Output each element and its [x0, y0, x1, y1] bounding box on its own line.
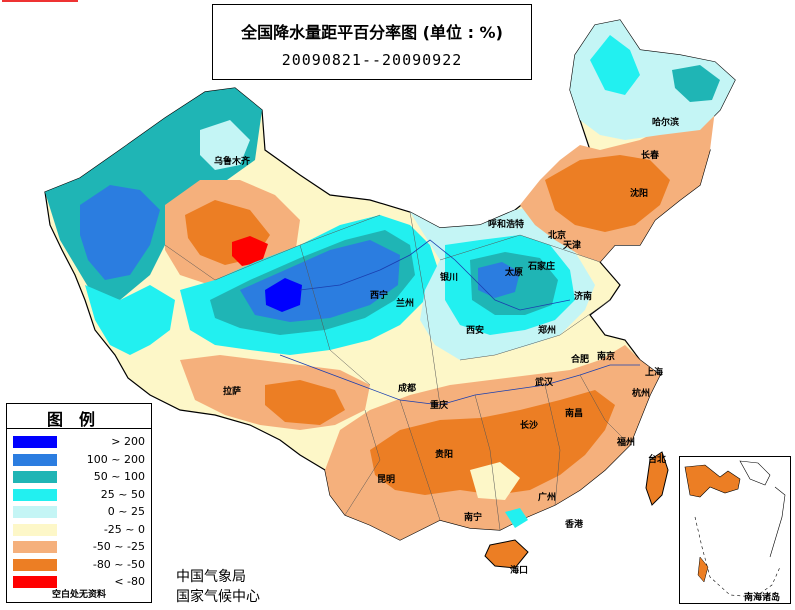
legend-label: 0 ~ 25 [107, 505, 145, 518]
city-chongqing: 重庆 [430, 401, 449, 411]
region-neg80-neg50-northeast [545, 155, 670, 232]
legend-label: 25 ~ 50 [100, 487, 145, 501]
agency-ncc: 国家气候中心 [176, 589, 260, 605]
city-chengdu: 成都 [398, 384, 417, 394]
legend-item: 25 ~ 50 [13, 487, 147, 501]
city-hangzhou: 杭州 [632, 389, 651, 399]
city-guiyang: 贵阳 [435, 450, 454, 460]
city-guangzhou: 广州 [538, 493, 557, 503]
legend-swatch [13, 506, 57, 518]
region-neg80-neg50-south [370, 390, 615, 495]
city-beijing: 北京 [548, 231, 567, 241]
city-nanning: 南宁 [464, 513, 483, 523]
region-neg80-neg50-tibet [265, 380, 345, 425]
agency-cma: 中国气象局 [176, 569, 246, 585]
city-lanzhou: 兰州 [396, 299, 415, 309]
legend-item: -80 ~ -50 [13, 557, 147, 571]
legend-swatch [13, 541, 57, 553]
city-changchun: 长春 [641, 151, 660, 161]
city-xining: 西宁 [370, 291, 389, 301]
legend-swatch [13, 558, 57, 571]
city-haerbin: 哈尔滨 [652, 118, 680, 128]
legend-note: 空白处无资料 [51, 590, 106, 600]
region-25-50-xinjiang [85, 285, 175, 355]
city-jinan: 济南 [574, 292, 593, 302]
city-fuzhou: 福州 [617, 438, 636, 448]
city-xianggang: 香港 [565, 520, 584, 530]
legend-swatch [13, 453, 57, 466]
legend-title: 图例 [7, 406, 151, 429]
legend-item: 50 ~ 100 [13, 470, 147, 483]
region-25-50-guangdong [505, 508, 528, 528]
city-wulumuqi: 乌鲁木齐 [214, 157, 251, 167]
region-100-200-northwest [80, 185, 160, 280]
legend-swatch [13, 523, 57, 536]
map-period: 20090821--20090922 [281, 51, 463, 69]
legend-label: 100 ~ 200 [86, 452, 145, 466]
inset-map [684, 460, 786, 598]
city-taiyuan: 太原 [505, 268, 524, 278]
legend-swatch [13, 488, 57, 501]
legend-swatch [13, 576, 57, 588]
province-borders [164, 211, 631, 531]
legend-label: < -80 [114, 575, 145, 588]
city-kunming: 昆明 [377, 475, 396, 485]
city-shijiazhuang: 石家庄 [528, 262, 556, 272]
legend-item: 0 ~ 25 [13, 505, 147, 518]
corner-mark [2, 0, 78, 2]
map-title: 全国降水量距平百分率图 (单位 : %) [241, 23, 503, 42]
city-wuhan: 武汉 [535, 378, 554, 388]
city-huhehaote: 呼和浩特 [488, 220, 525, 230]
city-xian: 西安 [466, 326, 485, 336]
city-shenyang: 沈阳 [630, 189, 649, 199]
region-100-200-north [478, 262, 520, 298]
legend-item: < -80 [13, 575, 147, 588]
legend-item: > 200 [13, 435, 147, 448]
region-0-25-south [470, 462, 520, 500]
city-hefei: 合肥 [571, 355, 590, 365]
hainan-island [484, 539, 529, 569]
region-25-50-northeast [590, 35, 640, 95]
city-tianjin: 天津 [563, 241, 582, 251]
region-gt-200 [265, 278, 302, 312]
legend-box: 图例 > 200 100 ~ 200 50 ~ 100 25 ~ 50 0 ~ 25 -2… [6, 403, 152, 603]
inset-label: 南海诸岛 [744, 593, 781, 603]
legend-item: 100 ~ 200 [13, 452, 147, 466]
legend-swatch [13, 471, 57, 483]
legend-swatch [13, 436, 57, 448]
city-changsha: 长沙 [520, 421, 539, 431]
region-50-100-northeast [672, 65, 720, 102]
city-haikou: 海口 [510, 566, 529, 576]
city-taibei: 台北 [648, 455, 667, 465]
legend-item: -25 ~ 0 [13, 522, 147, 536]
legend-label: -50 ~ -25 [92, 540, 145, 553]
city-yinchuan: 银川 [440, 273, 459, 283]
region-0-25-xinjiang [200, 120, 250, 170]
title-box: 全国降水量距平百分率图 (单位 : %) 20090821--20090922 [212, 4, 532, 80]
city-nanchang: 南昌 [565, 409, 584, 419]
south-china-sea-inset [679, 456, 791, 604]
taiwan-island [645, 451, 669, 506]
city-lasa: 拉萨 [223, 387, 242, 397]
legend-label: 50 ~ 100 [93, 470, 145, 483]
region-lt-neg80 [232, 236, 268, 266]
city-zhengzhou: 郑州 [538, 326, 557, 336]
legend-label: -25 ~ 0 [103, 522, 145, 536]
legend-label: -80 ~ -50 [92, 557, 145, 571]
yellow-river [299, 239, 571, 311]
city-shanghai: 上海 [645, 368, 664, 378]
legend-label: > 200 [111, 435, 145, 448]
legend-item: -50 ~ -25 [13, 540, 147, 553]
city-nanjing: 南京 [597, 352, 616, 362]
